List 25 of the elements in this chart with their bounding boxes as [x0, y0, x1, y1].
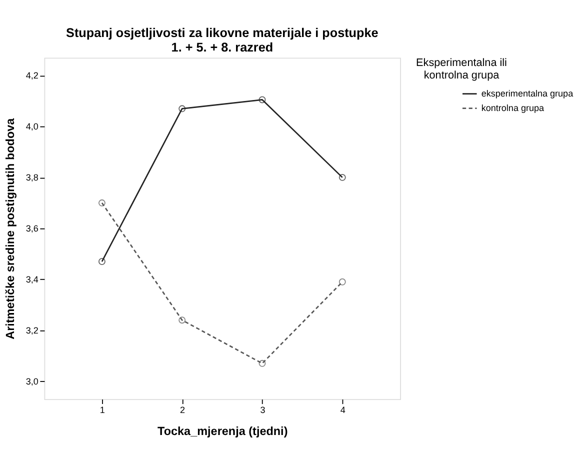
x-tick-label: 1 [100, 405, 105, 416]
y-axis-title: Aritmetičke sredine postignutih bodova [4, 118, 18, 340]
y-tick-label: 3,8 [26, 172, 38, 183]
legend-label: eksperimentalna grupa [481, 88, 574, 99]
y-tick-label: 3,0 [26, 376, 38, 386]
point [178, 316, 186, 324]
x-tick-label: 4 [340, 405, 346, 416]
y-tick-label: 3,2 [26, 325, 38, 336]
point [178, 105, 186, 112]
y-tick-label: 3,6 [26, 224, 38, 234]
point [98, 199, 106, 206]
y-tick-label: 3,4 [26, 274, 38, 284]
x-axis-title: Tocka_mjerenja (tjedni) [158, 424, 288, 438]
y-tick-label: 4,2 [26, 70, 38, 81]
x-tick-label: 2 [180, 405, 186, 416]
point [98, 258, 106, 265]
legend-title: Eksperimentalna ili kontrolna grupa [416, 56, 507, 82]
point [338, 174, 346, 181]
y-tick-label: 4,0 [26, 122, 38, 132]
chart-title: Stupanj osjetljivosti za likovne materijale i postupke 1. + 5. + 8. razred [66, 26, 378, 54]
point [258, 360, 266, 367]
point [338, 278, 346, 286]
legend-label: kontrolna grupa [481, 102, 546, 113]
x-tick-label: 3 [260, 405, 266, 416]
point [258, 96, 266, 104]
